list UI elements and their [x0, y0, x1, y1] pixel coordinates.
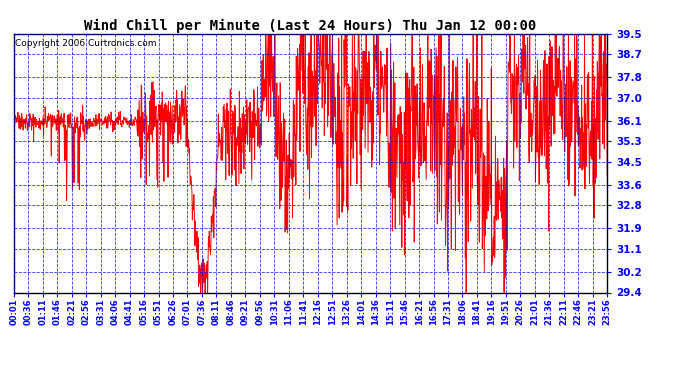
Title: Wind Chill per Minute (Last 24 Hours) Thu Jan 12 00:00: Wind Chill per Minute (Last 24 Hours) Th…: [84, 18, 537, 33]
Text: Copyright 2006 Curtronics.com: Copyright 2006 Curtronics.com: [15, 39, 157, 48]
